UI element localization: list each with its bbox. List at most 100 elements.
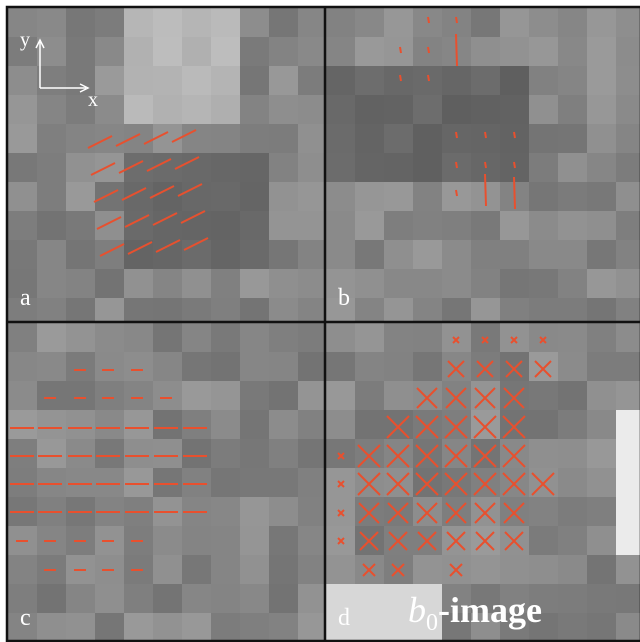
pixel (298, 323, 325, 352)
pixel (587, 584, 616, 613)
pixel (471, 240, 500, 269)
pixel (529, 182, 558, 211)
pixel (326, 8, 355, 37)
pixel (95, 584, 124, 613)
pixel (37, 153, 66, 182)
pixel (413, 124, 442, 153)
vector-glyph (514, 132, 515, 138)
pixel (616, 124, 640, 153)
pixel (298, 8, 325, 37)
pixel (153, 37, 182, 66)
pixel (37, 323, 66, 352)
pixel (211, 555, 240, 584)
pixel (153, 352, 182, 381)
pixel (66, 323, 95, 352)
pixel (95, 211, 124, 240)
pixel (616, 497, 640, 526)
pixel (95, 124, 124, 153)
pixel (471, 211, 500, 240)
pixel (529, 381, 558, 410)
pixel (153, 613, 182, 641)
caption-base: b (408, 590, 426, 630)
pixel (471, 269, 500, 298)
vector-glyph (428, 47, 429, 53)
pixel (182, 298, 211, 322)
pixel (298, 613, 325, 641)
pixel (153, 381, 182, 410)
pixel (413, 381, 442, 410)
pixel (269, 153, 298, 182)
panel-label: c (20, 605, 31, 631)
pixel (211, 269, 240, 298)
pixel (587, 352, 616, 381)
pixel (153, 95, 182, 124)
pixel (240, 497, 269, 526)
pixel (66, 352, 95, 381)
pixel (326, 37, 355, 66)
pixel (413, 240, 442, 269)
pixel (355, 410, 384, 439)
pixel (269, 95, 298, 124)
pixel (558, 439, 587, 468)
pixel (269, 555, 298, 584)
pixel (355, 439, 384, 468)
pixel (587, 211, 616, 240)
pixel (413, 323, 442, 352)
pixel (211, 298, 240, 322)
pixel (66, 439, 95, 468)
vector-glyph (514, 177, 515, 209)
vector-glyph (400, 75, 401, 81)
pixel (240, 37, 269, 66)
pixel (124, 66, 153, 95)
pixel (616, 95, 640, 124)
pixel (153, 298, 182, 322)
pixel (211, 95, 240, 124)
pixel (355, 352, 384, 381)
pixel (500, 269, 529, 298)
figure: y x a b c d b0-image (0, 0, 640, 642)
pixel (616, 182, 640, 211)
pixel (529, 410, 558, 439)
pixel (95, 269, 124, 298)
pixel (37, 95, 66, 124)
pixel (471, 410, 500, 439)
pixel (211, 124, 240, 153)
pixel (355, 240, 384, 269)
pixel (587, 613, 616, 641)
pixel (500, 439, 529, 468)
pixel (66, 298, 95, 322)
pixel (298, 584, 325, 613)
pixel (153, 410, 182, 439)
pixel (558, 410, 587, 439)
pixel (66, 37, 95, 66)
pixel (355, 269, 384, 298)
pixel (269, 182, 298, 211)
pixel (471, 298, 500, 322)
pixel (616, 584, 640, 613)
pixel (442, 269, 471, 298)
pixel (95, 323, 124, 352)
pixel (124, 95, 153, 124)
pixel (616, 410, 640, 439)
pixel (211, 240, 240, 269)
pixel (240, 352, 269, 381)
pixel (616, 8, 640, 37)
pixel (500, 323, 529, 352)
vector-glyph (428, 17, 429, 23)
pixel (211, 584, 240, 613)
pixel (182, 37, 211, 66)
pixel (500, 37, 529, 66)
vector-glyph (456, 34, 457, 66)
pixel (37, 211, 66, 240)
pixel (500, 95, 529, 124)
pixel (269, 37, 298, 66)
pixel (95, 381, 124, 410)
pixel (211, 66, 240, 95)
pixel (298, 95, 325, 124)
pixel (8, 124, 37, 153)
pixel (587, 410, 616, 439)
pixel (558, 182, 587, 211)
pixel (384, 182, 413, 211)
pixel (124, 8, 153, 37)
pixel (269, 497, 298, 526)
